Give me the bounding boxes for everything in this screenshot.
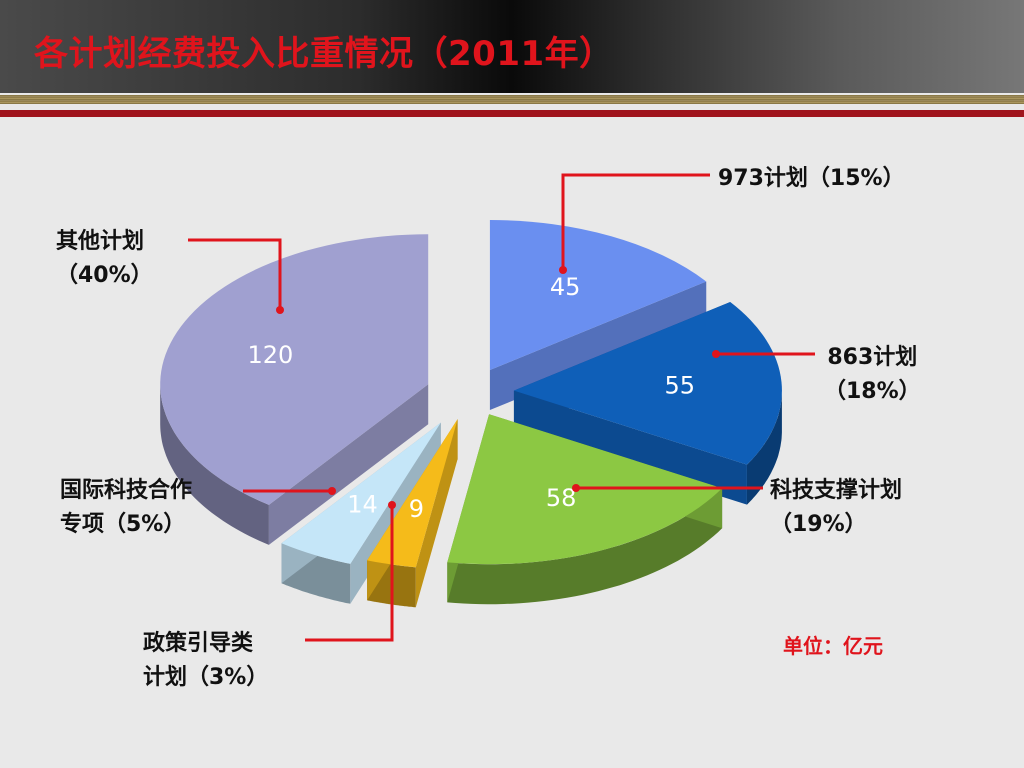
slice-973 <box>489 220 707 411</box>
slice-top-973 <box>489 220 707 371</box>
unit-note: 单位：亿元 <box>783 634 883 658</box>
slice-top-intl <box>281 422 441 564</box>
slice-rim-863 <box>746 390 782 505</box>
pie-slices <box>160 220 782 608</box>
leader-lines <box>188 173 815 642</box>
label-intl-name: 国际科技合作 <box>60 478 193 503</box>
label-support-name: 科技支撑计划 <box>770 478 903 503</box>
leader-dot-other <box>276 306 284 314</box>
slide-title: 各计划经费投入比重情况（2011年） <box>34 34 614 74</box>
label-policy: 政策引导类 计划（3%） <box>143 627 268 695</box>
slice-top-policy <box>367 419 458 568</box>
label-973-text: 973计划（15%） <box>718 166 905 191</box>
label-863: 863计划 （18%） <box>824 341 921 409</box>
value-label-973: 45 <box>550 273 581 301</box>
leader-dot-intl <box>328 487 336 495</box>
leader-line-other <box>188 238 282 310</box>
leader-line-973 <box>561 173 710 270</box>
label-other: 其他计划 （40%） <box>56 225 153 293</box>
slice-other <box>160 234 429 545</box>
slice-top-863 <box>513 302 782 465</box>
leader-dot-973 <box>559 266 567 274</box>
label-863-pct: （18%） <box>824 379 921 404</box>
slice-top-other <box>160 234 429 505</box>
label-support: 科技支撑计划 （19%） <box>770 474 902 542</box>
label-intl: 国际科技合作 专项（5%） <box>60 474 192 542</box>
slice-side-863-1 <box>513 390 747 505</box>
label-other-pct: （40%） <box>56 263 153 288</box>
slice-policy <box>367 419 458 608</box>
leader-dot-863 <box>712 350 720 358</box>
label-policy-name: 政策引导类 <box>143 631 254 656</box>
label-support-pct: （19%） <box>770 512 867 537</box>
label-other-name: 其他计划 <box>56 229 145 254</box>
value-label-intl: 14 <box>347 491 378 519</box>
label-973: 973计划（15%） <box>718 162 905 196</box>
slice-863 <box>513 302 782 505</box>
value-label-support: 58 <box>546 484 577 512</box>
slide-header: 各计划经费投入比重情况（2011年） <box>0 0 1024 93</box>
leader-line-policy <box>305 505 394 642</box>
slice-value-labels: 45 120 55 14 58 9 <box>247 273 695 523</box>
label-863-name: 863计划 <box>827 345 918 370</box>
value-label-policy: 9 <box>409 495 424 523</box>
leader-dot-policy <box>388 501 396 509</box>
leader-dot-support <box>572 484 580 492</box>
header-divider-gold <box>0 95 1024 104</box>
slice-rim-other <box>160 384 269 545</box>
value-label-other: 120 <box>247 341 293 369</box>
label-intl-pct: 专项（5%） <box>60 512 186 537</box>
value-label-863: 55 <box>665 371 696 399</box>
slice-side-other-0 <box>268 384 429 545</box>
header-divider-red <box>0 110 1024 117</box>
slice-rim-support <box>447 488 723 605</box>
slice-support <box>447 414 723 605</box>
label-policy-pct: 计划（3%） <box>143 665 269 690</box>
slice-side-973-1 <box>489 281 707 411</box>
